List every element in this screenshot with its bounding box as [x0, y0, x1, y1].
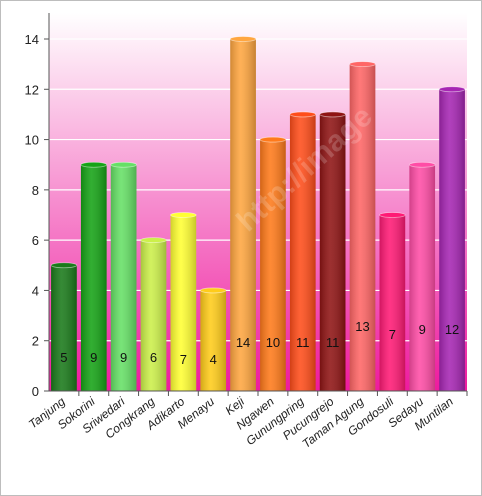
- y-axis: 0 2 4 6 8 10 12 14: [25, 13, 49, 399]
- bar-shading: [439, 89, 465, 391]
- y-tick-label: 4: [32, 283, 39, 298]
- bar-top-cap: [171, 213, 197, 218]
- data-label: 7: [389, 327, 396, 342]
- y-tick-label: 14: [25, 32, 39, 47]
- data-label: 6: [150, 350, 157, 365]
- data-label: 10: [266, 335, 280, 350]
- y-tick-label: 6: [32, 233, 39, 248]
- data-label: 4: [210, 352, 217, 367]
- data-label: 11: [326, 335, 340, 350]
- data-label: 11: [296, 335, 310, 350]
- bar-shading: [409, 165, 435, 391]
- bar-shading: [141, 240, 167, 391]
- data-label: 9: [120, 350, 127, 365]
- data-label: 9: [419, 322, 426, 337]
- bar-top-cap: [439, 87, 465, 92]
- bar-shading: [380, 215, 406, 391]
- data-label: 14: [236, 335, 250, 350]
- y-tick-label: 2: [32, 334, 39, 349]
- y-tick-label: 10: [25, 133, 39, 148]
- bar-top-cap: [290, 112, 316, 117]
- bar-top-cap: [380, 213, 406, 218]
- bar-top-cap: [409, 162, 435, 167]
- y-tick-label: 0: [32, 384, 39, 399]
- bar-top-cap: [141, 238, 167, 243]
- bar-shading: [200, 290, 226, 391]
- bar-top-cap: [111, 162, 137, 167]
- data-label: 5: [60, 350, 67, 365]
- data-label: 13: [355, 319, 369, 334]
- data-label: 12: [445, 322, 459, 337]
- bar-top-cap: [350, 62, 376, 67]
- bar-top-cap: [260, 137, 286, 142]
- y-tick-label: 8: [32, 183, 39, 198]
- data-label: 9: [90, 350, 97, 365]
- bar-top-cap: [51, 263, 77, 268]
- bar-top-cap: [81, 162, 107, 167]
- bar-shading: [51, 265, 77, 391]
- data-label: 7: [180, 352, 187, 367]
- y-tick-label: 12: [25, 82, 39, 97]
- x-axis: TanjungSokoriniSriwedariCongkrangAdikart…: [26, 391, 467, 451]
- bar-top-cap: [200, 288, 226, 293]
- bar-top-cap: [230, 37, 256, 42]
